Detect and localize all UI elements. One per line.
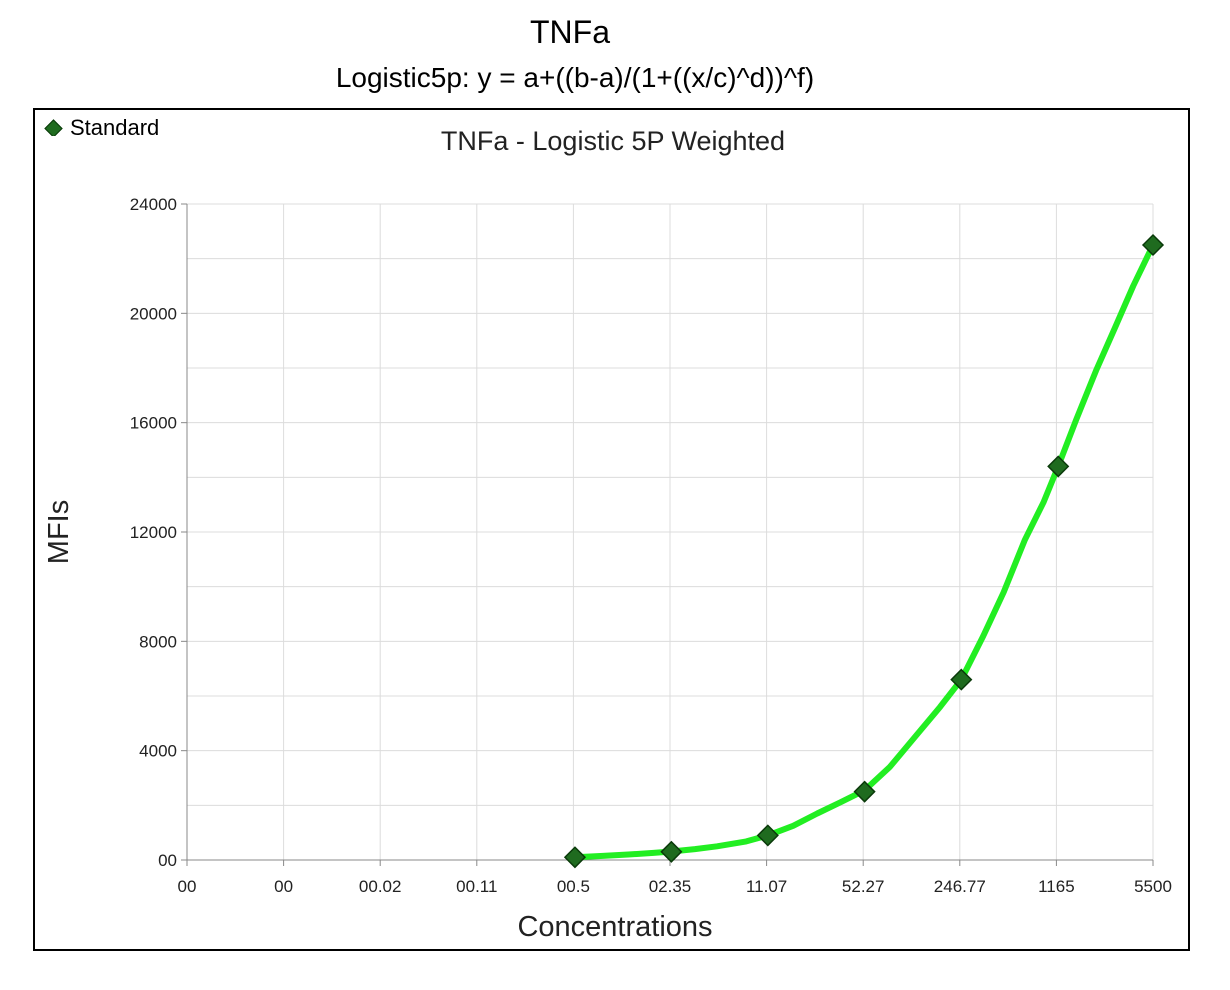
legend-label: Standard bbox=[70, 115, 160, 136]
data-point-marker bbox=[660, 840, 683, 863]
x-tick-label: 52.27 bbox=[842, 877, 885, 896]
x-tick-label: 00 bbox=[178, 877, 197, 896]
y-tick-label: 00 bbox=[158, 851, 177, 870]
chart-frame: Standard TNFa - Logistic 5P Weighted 00 40… bbox=[33, 108, 1190, 951]
y-tick-label: 20000 bbox=[130, 304, 177, 323]
x-tick-label: 1165 bbox=[1038, 877, 1075, 896]
y-tick-label: 8000 bbox=[139, 632, 177, 651]
data-point-marker bbox=[756, 824, 779, 847]
x-tick-label: 00.02 bbox=[359, 877, 402, 896]
data-point-marker bbox=[1141, 233, 1165, 257]
y-tick-label: 16000 bbox=[130, 414, 177, 433]
x-axis-label: Concentrations bbox=[517, 911, 712, 943]
x-tick-label: 11.07 bbox=[746, 877, 787, 896]
legend: Standard bbox=[43, 114, 159, 136]
x-tick-label: 00 bbox=[274, 877, 293, 896]
data-point-marker bbox=[563, 846, 587, 869]
y-tick-label: 12000 bbox=[130, 523, 177, 542]
page-subtitle: Logistic5p: y = a+((b-a)/(1+((x/c)^d))^f… bbox=[335, 62, 815, 93]
chart-title: TNFa - Logistic 5P Weighted bbox=[441, 126, 785, 156]
chart-svg: TNFa - Logistic 5P Weighted 00 4000 8000 120… bbox=[43, 126, 1172, 943]
fit-curve-line bbox=[572, 242, 1156, 861]
x-tick-label: 5500 bbox=[1134, 877, 1172, 896]
x-tick-label: 00.5 bbox=[557, 877, 590, 896]
x-tick-label: 00.11 bbox=[456, 877, 497, 896]
x-tick-label: 02.35 bbox=[649, 877, 692, 896]
y-axis-label: MFIs bbox=[43, 500, 75, 564]
data-point-marker bbox=[1047, 455, 1070, 478]
x-tick-label: 246.77 bbox=[934, 877, 986, 896]
y-tick-label: 24000 bbox=[130, 195, 177, 214]
data-point-marker bbox=[950, 668, 973, 691]
data-point-marker bbox=[853, 780, 876, 803]
page-title: TNFa bbox=[530, 14, 610, 50]
y-tick-label: 4000 bbox=[139, 742, 177, 761]
